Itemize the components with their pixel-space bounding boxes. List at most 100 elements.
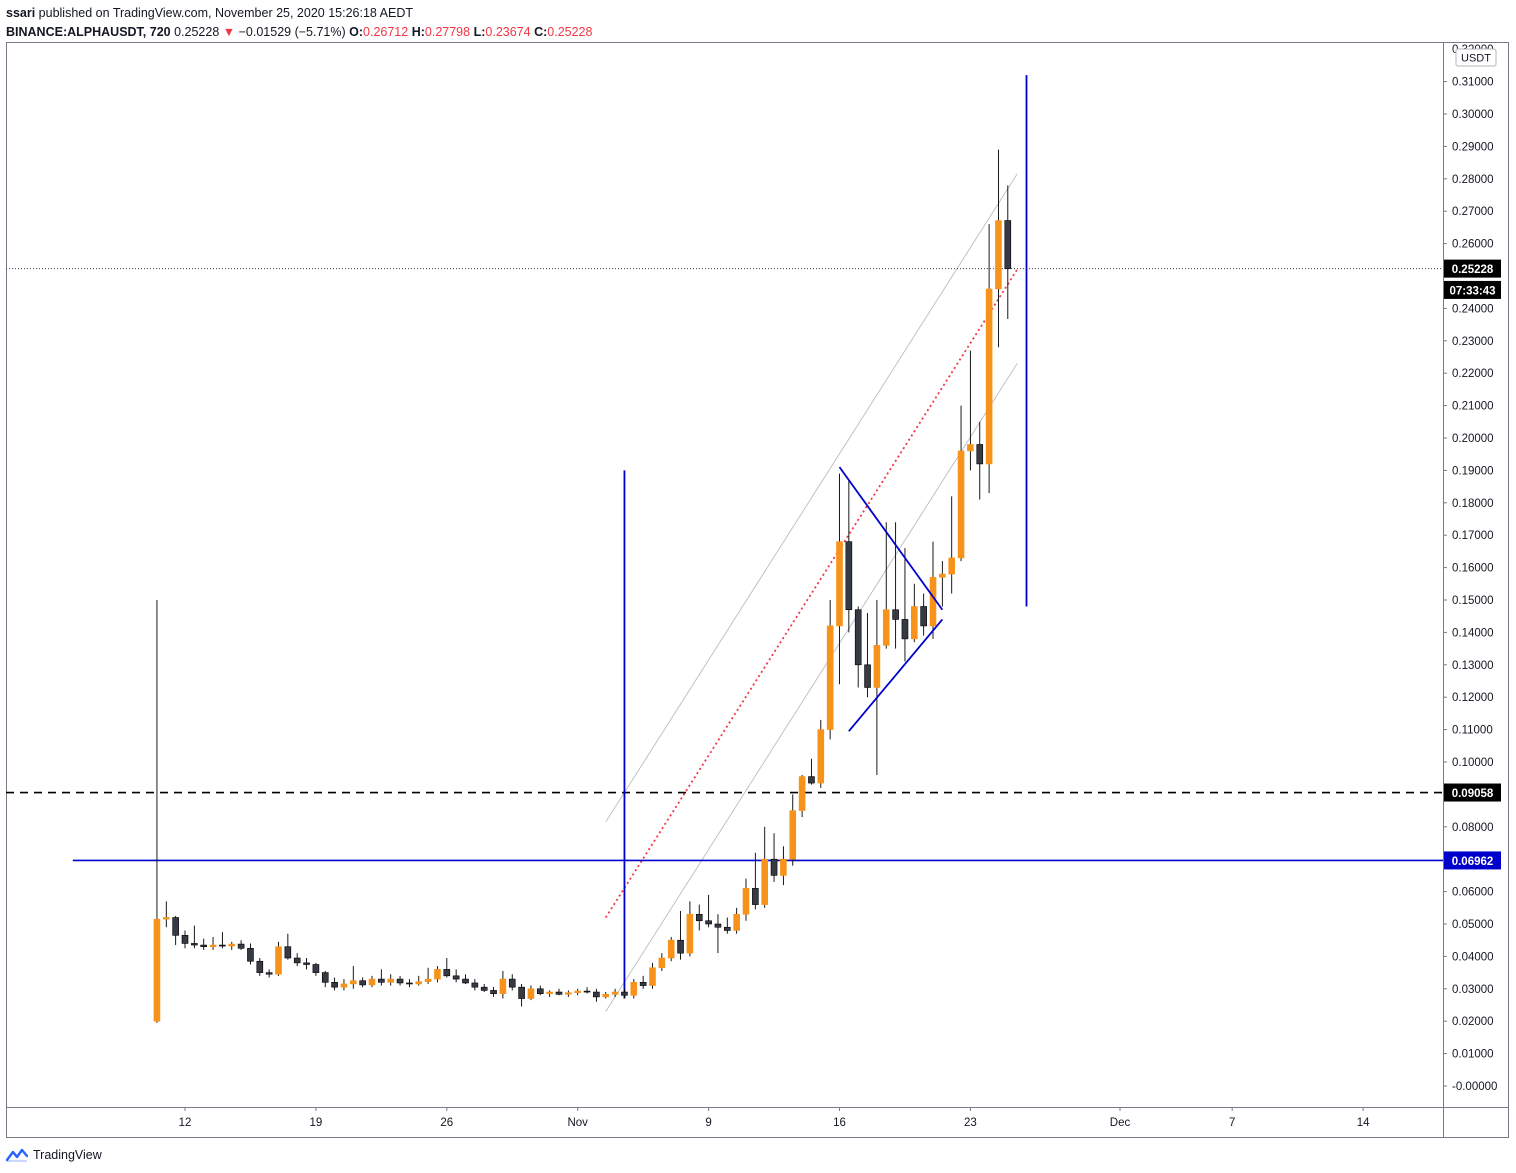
chart-frame	[6, 42, 1509, 1138]
price-tick-label: 0.13000	[1452, 660, 1494, 672]
price-tick-label: 0.24000	[1452, 303, 1494, 315]
candle-body	[293, 957, 301, 964]
candle-body	[378, 978, 385, 983]
candle-body	[967, 444, 974, 452]
candle-body	[237, 943, 245, 949]
close-label: C:	[534, 25, 548, 39]
candle	[714, 914, 722, 954]
price-label-text: 07:33:43	[1449, 285, 1495, 297]
candle	[742, 878, 750, 921]
candle	[780, 846, 787, 886]
price-label-last: 0.25228	[1444, 259, 1501, 278]
candle	[153, 600, 161, 1023]
price-tick-label: 0.26000	[1452, 239, 1494, 251]
price-tick-label: 0.03000	[1452, 984, 1494, 996]
candle	[424, 967, 432, 984]
price-label-box	[1444, 783, 1501, 802]
candle	[452, 969, 460, 983]
open-label: O:	[349, 25, 364, 39]
price-tick-label: 0.10000	[1452, 757, 1494, 769]
candle-body	[555, 991, 563, 995]
candle	[733, 907, 740, 934]
candle	[621, 988, 628, 999]
candle-body	[181, 935, 189, 944]
candle	[321, 970, 329, 988]
channel-lower-line	[605, 363, 1018, 1012]
candle	[995, 149, 1002, 348]
candle	[340, 979, 348, 991]
candle	[836, 473, 843, 685]
candle	[508, 974, 516, 991]
candle-body	[265, 972, 273, 975]
candle-body	[686, 913, 694, 954]
candle-body	[471, 982, 479, 988]
price-tick-label: 0.22000	[1452, 368, 1494, 380]
candle	[434, 966, 441, 983]
candle	[518, 983, 525, 1007]
candle-body	[1004, 220, 1012, 269]
last-price: 0.25228	[174, 25, 220, 39]
candle-body	[546, 991, 553, 994]
candle-body	[359, 980, 366, 986]
candle-body	[808, 776, 815, 784]
high-value: 0.27798	[424, 25, 471, 39]
price-tick-label: 0.04000	[1452, 951, 1494, 963]
footer-brand[interactable]: TradingView	[6, 1145, 102, 1165]
footer-brand-label: TradingView	[33, 1148, 102, 1162]
price-tick-label: 0.16000	[1452, 563, 1494, 575]
candle	[462, 974, 469, 984]
candle-body	[948, 557, 956, 575]
pennant-lower-line	[848, 618, 944, 732]
candle-body	[817, 729, 825, 784]
candle	[695, 904, 703, 931]
candle-body	[593, 991, 600, 998]
candle	[957, 405, 965, 562]
candle-body	[910, 606, 918, 640]
time-tick-label: 19	[310, 1117, 323, 1129]
candle	[471, 979, 479, 991]
candle	[948, 496, 956, 594]
candle-body	[854, 609, 862, 666]
chart-container[interactable]: -0.00000 0.01000 0.02000 0.03000 0.04000 0.05…	[0, 0, 1516, 1145]
time-axis: 12 19 26 Nov 9 16 23 Dec 7 14	[179, 1107, 1370, 1129]
candle-body	[209, 944, 217, 947]
candle	[565, 990, 572, 997]
candle	[527, 985, 535, 1001]
price-axis: -0.00000 0.01000 0.02000 0.03000 0.04000 0.05…	[1443, 44, 1497, 1093]
candle	[873, 600, 881, 775]
candle	[761, 826, 769, 908]
candle-body	[574, 990, 582, 993]
candle-body	[752, 888, 759, 905]
publisher-name[interactable]: ssari	[6, 6, 36, 20]
price-label-text: 0.25228	[1452, 264, 1494, 276]
candle	[882, 522, 890, 649]
candle	[237, 940, 245, 950]
candle-body	[602, 994, 610, 998]
candle	[406, 979, 413, 988]
time-tick-label: 12	[179, 1117, 192, 1129]
symbol-label: BINANCE:ALPHAUSDT, 720	[6, 25, 171, 39]
candle-body	[247, 947, 254, 962]
candle	[789, 794, 797, 866]
candle-body	[508, 978, 516, 988]
candle	[770, 833, 778, 882]
price-tick-label: 0.02000	[1452, 1016, 1494, 1028]
change-arrow-icon: ▼	[222, 25, 236, 39]
candle-body	[667, 939, 675, 959]
candlestick-chart[interactable]: -0.00000 0.01000 0.02000 0.03000 0.04000 0.05…	[0, 0, 1516, 1140]
price-tick-label: 0.31000	[1452, 77, 1494, 89]
candle-body	[312, 964, 320, 973]
candle-body	[153, 918, 161, 1022]
candle-body	[873, 645, 881, 688]
candle-body	[864, 664, 871, 688]
candle-body	[163, 917, 170, 920]
price-label-countdown: 07:33:43	[1444, 280, 1501, 299]
candle	[191, 925, 198, 949]
candle-body	[901, 619, 909, 640]
candle	[723, 917, 731, 934]
candle-body	[321, 972, 329, 983]
pennant-pattern	[838, 466, 944, 732]
price-label-box	[1444, 259, 1501, 278]
candle-body	[714, 923, 722, 928]
candle-body	[518, 986, 525, 999]
